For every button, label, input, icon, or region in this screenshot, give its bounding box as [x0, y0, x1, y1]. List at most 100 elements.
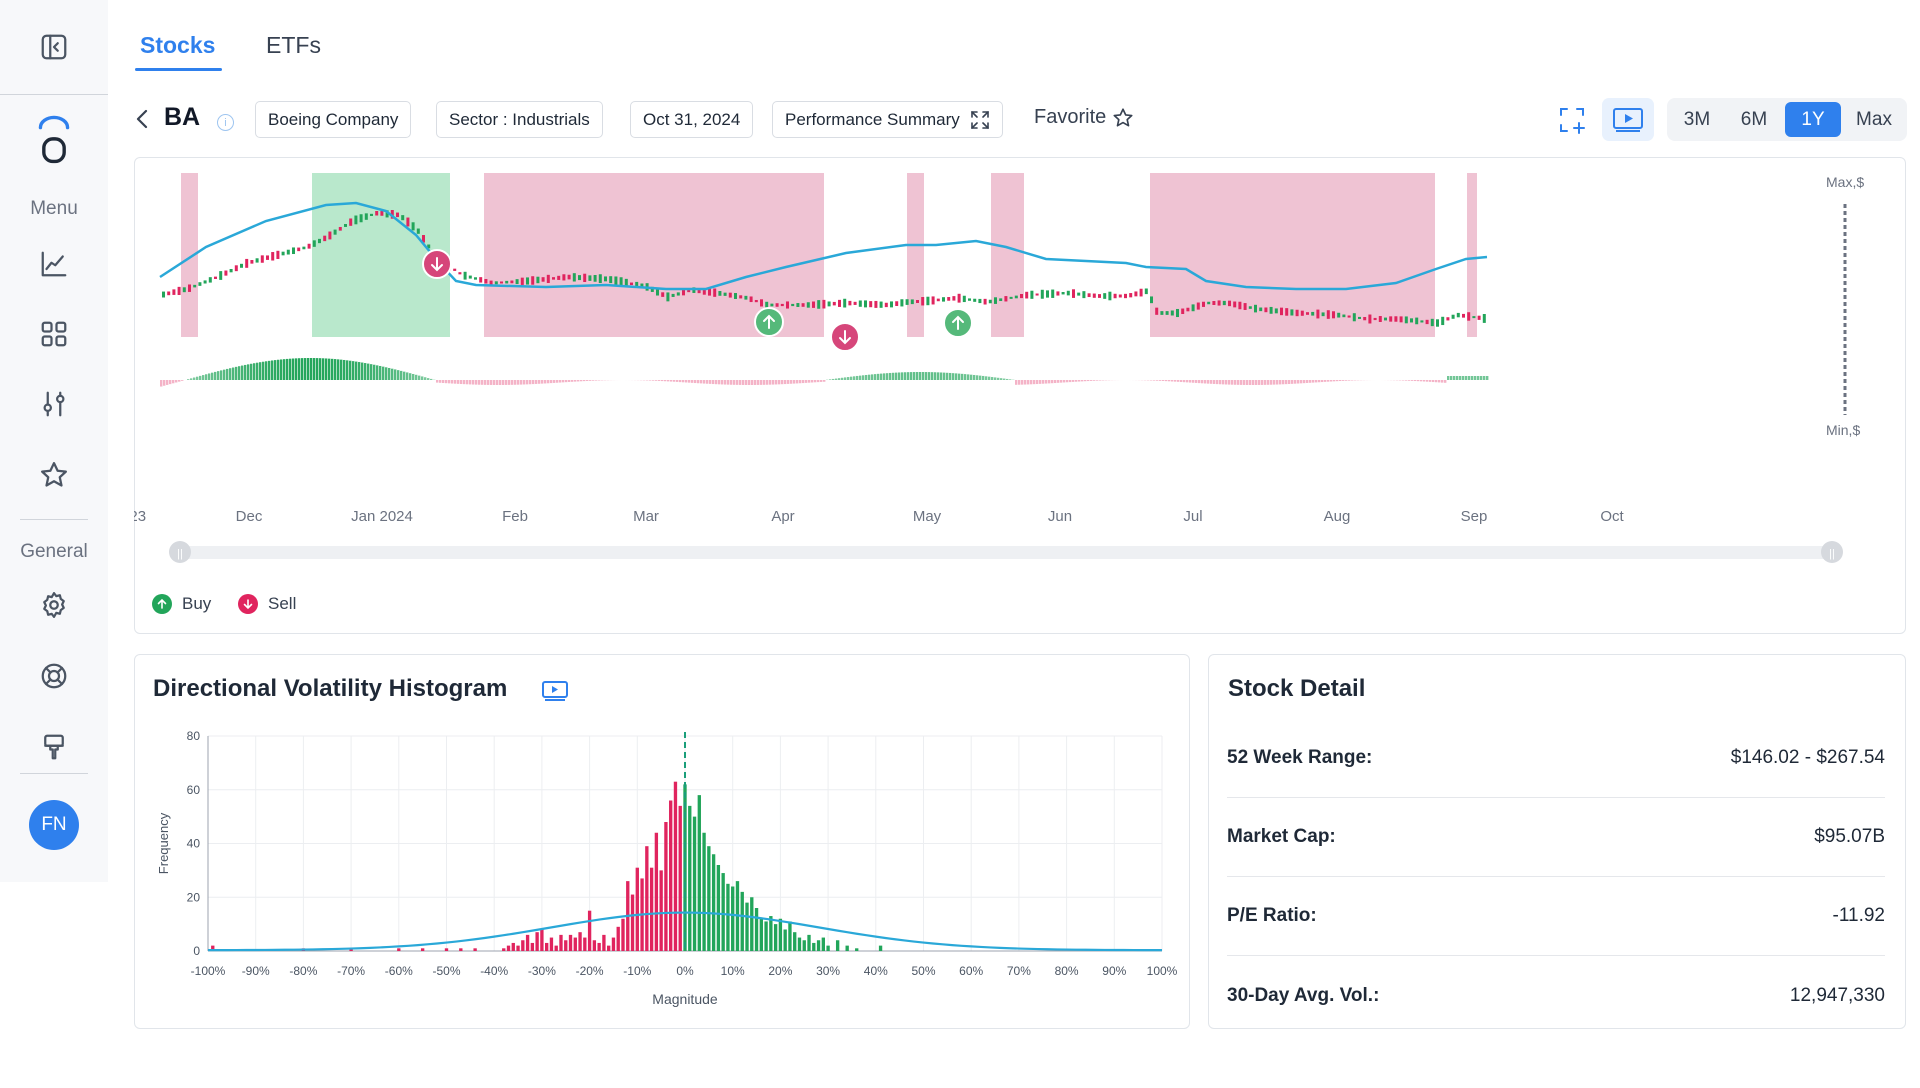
- price-candle: [359, 214, 363, 223]
- x-tick-label: -80%: [289, 964, 317, 978]
- volume-bar: [892, 372, 895, 380]
- volume-bar: [796, 380, 799, 384]
- volume-bar: [874, 374, 877, 380]
- back-chevron-icon[interactable]: [132, 107, 152, 131]
- info-icon[interactable]: i: [217, 114, 234, 131]
- price-candle: [427, 244, 431, 249]
- volume-bar: [1081, 380, 1084, 382]
- tab-stocks[interactable]: Stocks: [140, 32, 216, 58]
- volume-bar: [1318, 380, 1321, 383]
- volume-bar: [742, 380, 745, 385]
- price-candle: [1134, 291, 1138, 297]
- grid-icon[interactable]: [34, 314, 74, 354]
- star-icon[interactable]: [34, 455, 74, 495]
- price-candle: [515, 279, 519, 285]
- price-candle: [572, 273, 576, 282]
- volume-bar: [310, 358, 313, 380]
- price-candle: [588, 275, 592, 281]
- histogram-bar: [397, 948, 401, 951]
- gear-icon[interactable]: [34, 585, 74, 625]
- volume-bar: [1285, 380, 1288, 385]
- price-candle: [1290, 309, 1294, 316]
- x-axis-label: Magnitude: [652, 991, 718, 1007]
- price-candle: [1155, 307, 1159, 315]
- range-3m-button[interactable]: 3M: [1683, 108, 1711, 130]
- price-candle: [1436, 319, 1439, 327]
- volume-bar: [277, 359, 280, 380]
- volume-bar: [1165, 380, 1168, 382]
- histogram-bar: [530, 942, 535, 951]
- x-tick-label: 40%: [864, 964, 888, 978]
- price-candle: [1254, 304, 1257, 313]
- support-icon[interactable]: [34, 656, 74, 696]
- price-candle: [1004, 296, 1008, 302]
- volume-bar: [1342, 380, 1345, 381]
- histogram-bar: [511, 942, 515, 951]
- price-candle: [312, 240, 316, 247]
- volume-bar: [370, 364, 373, 380]
- add-chart-button[interactable]: [1546, 98, 1598, 141]
- volume-bar: [577, 380, 580, 382]
- histogram-bar: [616, 926, 620, 951]
- date-chip[interactable]: Oct 31, 2024: [630, 101, 754, 138]
- histogram-bar: [783, 929, 787, 951]
- range-6m-button[interactable]: 6M: [1740, 108, 1768, 130]
- histogram-bar: [568, 934, 573, 951]
- volume-bar: [361, 362, 364, 380]
- price-candle: [796, 303, 800, 307]
- price-candle: [936, 298, 940, 302]
- favorite-button[interactable]: Favorite: [1034, 106, 1134, 129]
- volume-bar: [199, 375, 202, 380]
- volume-bar: [427, 378, 430, 380]
- volume-bar: [778, 380, 781, 385]
- legend-buy[interactable]: Buy: [152, 594, 211, 614]
- performance-summary-button[interactable]: Performance Summary: [772, 101, 1003, 138]
- range-scrollbar: [180, 546, 1832, 559]
- sliders-icon[interactable]: [34, 384, 74, 424]
- play-video-button[interactable]: [1602, 98, 1654, 141]
- detail-value: 12,947,330: [1789, 984, 1885, 1006]
- general-label: General: [20, 541, 88, 562]
- volume-bar: [349, 360, 352, 380]
- volume-bar: [1003, 378, 1006, 380]
- volume-bar: [490, 380, 493, 385]
- histogram-title: Directional Volatility Histogram: [153, 675, 508, 702]
- price-candle: [593, 275, 597, 282]
- volume-bar: [1096, 380, 1099, 381]
- x-tick-label: 30%: [816, 964, 840, 978]
- detail-key: 30-Day Avg. Vol.:: [1227, 984, 1380, 1006]
- histogram-bar: [773, 924, 778, 951]
- avatar[interactable]: FN: [29, 800, 79, 850]
- histogram-bar: [731, 886, 735, 951]
- histogram-bar: [621, 918, 625, 951]
- video-play-icon[interactable]: [541, 680, 569, 702]
- month-label: Feb: [502, 508, 528, 525]
- price-candle: [1129, 293, 1133, 298]
- price-candle: [604, 276, 607, 282]
- histogram-bar: [659, 870, 663, 951]
- paint-brush-icon[interactable]: [34, 727, 74, 767]
- volume-bar: [1255, 380, 1258, 385]
- volume-bar: [580, 380, 583, 382]
- tab-etfs[interactable]: ETFs: [266, 32, 321, 58]
- volume-bar: [1324, 380, 1327, 382]
- chart-line-icon[interactable]: [34, 244, 74, 284]
- histogram-bar: [769, 916, 773, 951]
- volume-bar: [532, 380, 535, 385]
- range-max-button[interactable]: Max: [1856, 108, 1892, 130]
- collapse-sidebar-icon[interactable]: [34, 27, 74, 67]
- volume-bar: [703, 380, 706, 384]
- scrollbar-right-handle: [1821, 541, 1843, 563]
- volume-bar: [1189, 380, 1192, 383]
- price-candle: [385, 210, 389, 218]
- price-chart[interactable]: Nov 2023 Dec Jan 2024 Feb Mar Apr May Jun Jul Aug…: [134, 157, 1906, 634]
- range-1y-button[interactable]: 1Y: [1785, 102, 1841, 137]
- volume-bar: [1465, 376, 1468, 380]
- volume-bar: [268, 360, 271, 380]
- price-candle: [1051, 289, 1055, 298]
- legend-sell[interactable]: Sell: [238, 594, 296, 614]
- volume-bar: [289, 358, 292, 380]
- price-candle: [188, 284, 191, 292]
- sidebar-divider: [20, 773, 88, 774]
- volume-bar: [313, 358, 316, 380]
